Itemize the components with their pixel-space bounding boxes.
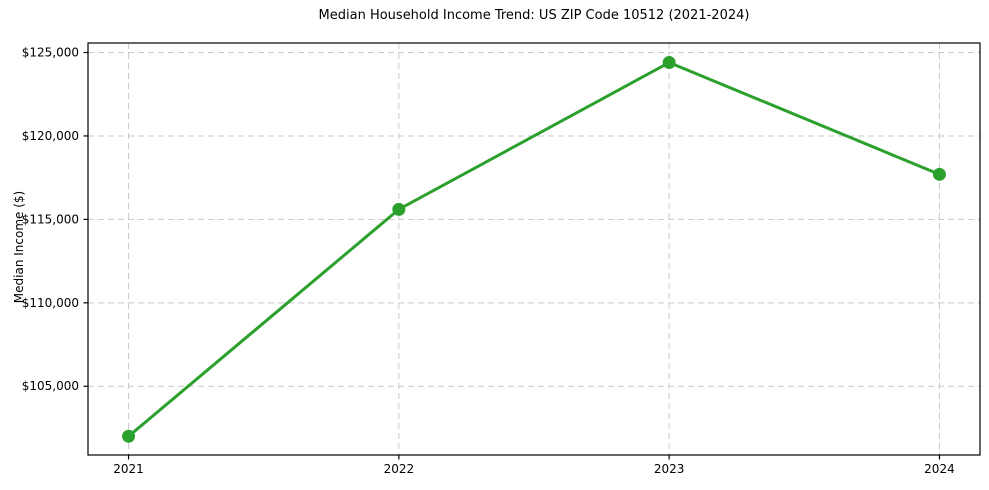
x-tick-label: 2023 [654,462,685,476]
y-tick-label: $110,000 [22,296,79,310]
data-point-2024 [932,167,946,181]
x-tick-label: 2024 [924,462,955,476]
data-point-2022 [392,202,406,216]
data-point-2023 [662,56,676,70]
x-tick-label: 2022 [384,462,415,476]
chart-title: Median Household Income Trend: US ZIP Co… [318,8,750,23]
y-tick-label: $115,000 [22,212,79,226]
y-tick-label: $125,000 [22,46,79,60]
y-tick-label: $105,000 [22,379,79,393]
axes-frame [87,42,981,456]
trend-line [127,61,941,438]
x-tick-label: 2021 [113,462,144,476]
y-tick-label: $120,000 [22,129,79,143]
data-point-2021 [122,429,136,443]
